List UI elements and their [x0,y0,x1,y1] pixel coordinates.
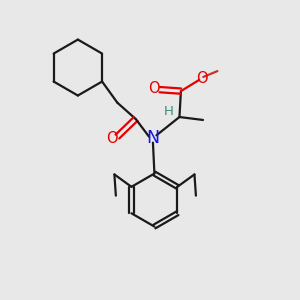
Text: O: O [148,81,160,96]
Text: H: H [163,105,173,118]
Text: O: O [196,71,207,86]
Text: O: O [106,131,118,146]
Text: N: N [146,129,160,147]
